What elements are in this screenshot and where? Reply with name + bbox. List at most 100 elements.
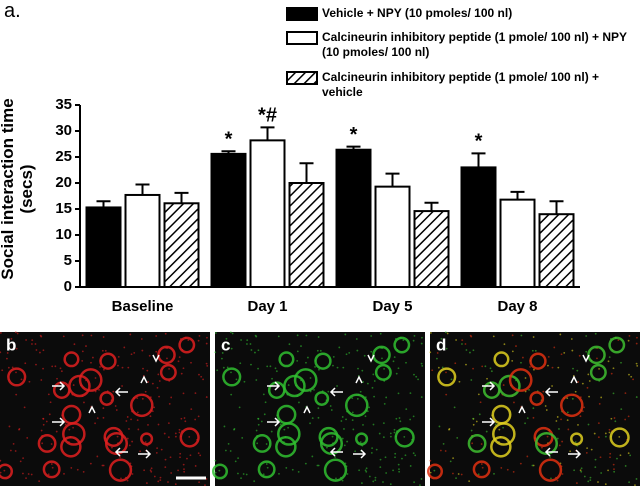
speck — [112, 390, 115, 393]
speck — [486, 377, 488, 380]
speck — [131, 473, 134, 475]
speck — [607, 469, 609, 472]
speck — [373, 380, 376, 382]
speck — [126, 416, 129, 418]
speck — [437, 366, 440, 369]
speck — [503, 343, 506, 346]
speck — [412, 339, 415, 342]
speck — [533, 368, 535, 371]
speck — [502, 384, 505, 386]
speck — [635, 478, 638, 480]
cell — [0, 463, 13, 480]
speck — [131, 440, 134, 443]
speck — [253, 480, 256, 483]
speck — [456, 437, 459, 439]
cell — [278, 351, 295, 368]
speck — [265, 463, 268, 465]
speck — [341, 416, 344, 418]
speck — [160, 448, 163, 451]
y-tick-label: 0 — [64, 278, 72, 295]
speck — [402, 339, 405, 342]
error-bar — [471, 152, 486, 168]
speck — [296, 350, 299, 353]
speck — [189, 454, 192, 457]
speck — [62, 335, 65, 338]
speck — [197, 415, 200, 418]
speck — [492, 335, 495, 338]
speck — [59, 367, 62, 370]
speck — [440, 337, 443, 340]
speck — [480, 443, 483, 445]
speck — [178, 356, 181, 358]
speck — [560, 418, 562, 421]
speck — [327, 390, 330, 393]
speck — [394, 452, 397, 455]
speck — [627, 452, 630, 455]
speck — [198, 334, 201, 337]
speck — [448, 428, 450, 431]
cell — [493, 351, 510, 368]
y-tick-label: 25 — [55, 148, 72, 165]
speck — [354, 450, 357, 453]
speck — [159, 479, 162, 482]
speck — [278, 472, 280, 475]
speck — [421, 336, 423, 339]
legend-swatch-box — [286, 71, 318, 85]
speck — [569, 450, 572, 453]
speck — [583, 406, 586, 409]
speck — [384, 456, 387, 459]
speck — [205, 396, 208, 398]
speck — [331, 435, 334, 438]
speck — [597, 481, 599, 483]
cell — [323, 458, 348, 482]
speck — [635, 342, 638, 345]
speck — [283, 428, 286, 431]
speck — [531, 464, 534, 467]
speck — [151, 382, 154, 385]
speck — [442, 442, 445, 445]
speck — [374, 476, 377, 479]
speck — [249, 343, 252, 345]
speck — [7, 366, 10, 369]
speck — [300, 345, 302, 347]
speck — [311, 417, 314, 420]
speck — [26, 437, 29, 439]
speck — [128, 444, 131, 447]
speck — [378, 432, 381, 435]
speck — [385, 396, 388, 399]
speck — [35, 349, 38, 351]
speck — [392, 469, 394, 472]
arrow — [88, 405, 96, 414]
speck — [393, 431, 396, 434]
speck — [42, 367, 44, 370]
speck — [556, 437, 559, 440]
cell — [427, 463, 443, 480]
speck — [214, 332, 217, 334]
speck — [520, 334, 523, 337]
speck — [307, 356, 309, 359]
speck — [119, 456, 122, 458]
speck — [82, 470, 85, 473]
speck — [415, 375, 418, 378]
speck — [344, 333, 347, 336]
speck — [163, 432, 166, 435]
speck — [598, 403, 601, 405]
speck — [594, 466, 597, 469]
speck — [143, 469, 146, 472]
speck — [285, 467, 288, 469]
cell — [42, 460, 61, 479]
speck — [490, 370, 493, 373]
speck — [255, 429, 258, 432]
speck — [420, 362, 423, 365]
speck — [345, 353, 348, 356]
error-bar — [174, 191, 189, 204]
speck — [287, 384, 290, 386]
speck — [243, 380, 246, 383]
x-tick-label: Baseline — [112, 298, 174, 315]
speck — [556, 479, 559, 482]
speck — [72, 426, 74, 429]
speck — [159, 476, 162, 479]
speck — [111, 446, 113, 449]
speck — [274, 367, 277, 370]
speck — [630, 375, 633, 378]
